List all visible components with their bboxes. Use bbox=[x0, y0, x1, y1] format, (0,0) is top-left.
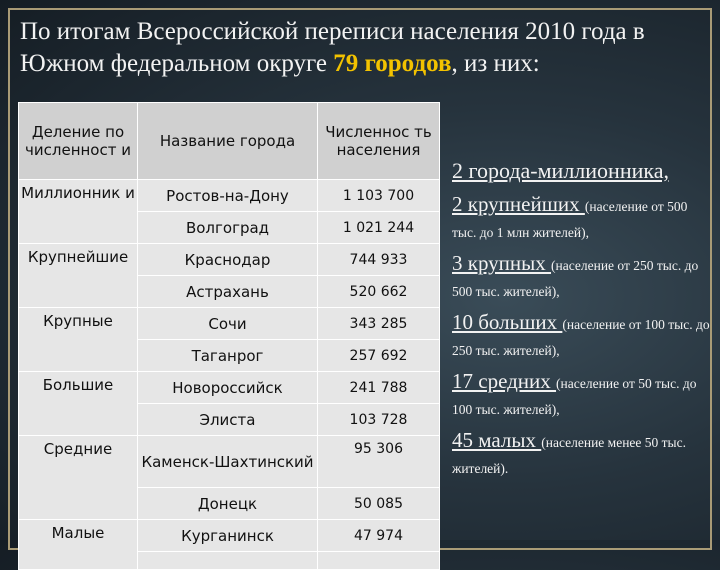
category-cell: Большие bbox=[18, 371, 138, 436]
city-cell: Каменск-Шахтинский bbox=[137, 435, 318, 488]
city-cell: Волгоград bbox=[137, 211, 318, 244]
summary-count: 2 города-миллионника, bbox=[452, 158, 669, 183]
table-row: Элиста 103 728 bbox=[19, 403, 440, 436]
header-population: Численнос ть населения bbox=[317, 102, 440, 180]
slide-title: По итогам Всероссийской переписи населен… bbox=[20, 16, 710, 80]
table-row: Волгоград 1 021 244 bbox=[19, 211, 440, 244]
summary-count: 45 малых bbox=[452, 428, 542, 452]
table-row: Миллионник и Ростов-на-Дону 1 103 700 bbox=[18, 179, 440, 244]
city-cell: Ростов-на-Дону bbox=[137, 179, 318, 212]
table-row: Крупные Сочи 343 285 bbox=[18, 307, 440, 372]
population-cell: 744 933 bbox=[317, 243, 440, 276]
city-cell: Таганрог bbox=[137, 339, 318, 372]
category-cell: Миллионник и bbox=[18, 179, 138, 244]
category-cell: Крупнейшие bbox=[18, 243, 138, 308]
table-row: Крупнейшие Краснодар 744 933 bbox=[18, 243, 440, 308]
summary-count: 2 крупнейших bbox=[452, 192, 585, 216]
table-row: Астрахань 520 662 bbox=[19, 275, 440, 308]
table-row: Таганрог 257 692 bbox=[19, 339, 440, 372]
summary-note: (население менее 50 тыс. жителей). bbox=[452, 435, 686, 476]
header-category: Деление по численност и bbox=[18, 102, 138, 180]
category-cell: Крупные bbox=[18, 307, 138, 372]
title-city-count: 79 городов bbox=[333, 50, 452, 77]
summary-item: 45 малых (население менее 50 тыс. жителе… bbox=[452, 427, 714, 482]
title-highlight: 79 городов bbox=[333, 50, 451, 77]
population-cell-cut bbox=[317, 551, 440, 570]
city-cell: Краснодар bbox=[137, 243, 318, 276]
summary-note: (население от 50 тыс. до 100 тыс. жителе… bbox=[452, 376, 697, 417]
city-cell: Донецк bbox=[137, 487, 318, 520]
city-cell-cut bbox=[137, 551, 318, 570]
summary-item: 3 крупных (население от 250 тыс. до 500 … bbox=[452, 250, 714, 305]
summary-item: 2 крупнейших (население от 500 тыс. до 1… bbox=[452, 191, 714, 246]
population-cell: 47 974 bbox=[317, 519, 440, 552]
population-cell: 1 021 244 bbox=[317, 211, 440, 244]
category-cell: Средние bbox=[18, 435, 138, 520]
summary-note: (население от 250 тыс. до 500 тыс. жител… bbox=[452, 258, 699, 299]
summary-count: 10 больших bbox=[452, 310, 563, 334]
summary-item: 2 города-миллионника, bbox=[452, 158, 714, 187]
summary-count: 3 крупных bbox=[452, 251, 552, 275]
population-cell: 103 728 bbox=[317, 403, 440, 436]
table-row: Малые Курганинск 47 974 bbox=[18, 519, 440, 570]
table-row: Большие Новороссийск 241 788 bbox=[18, 371, 440, 436]
summary-item: 10 больших (население от 100 тыс. до 250… bbox=[452, 309, 714, 364]
population-cell: 1 103 700 bbox=[317, 179, 440, 212]
city-cell: Астрахань bbox=[137, 275, 318, 308]
table-header-row: Деление по численност и Название города … bbox=[18, 102, 440, 180]
population-cell: 241 788 bbox=[317, 371, 440, 404]
city-cell: Сочи bbox=[137, 307, 318, 340]
population-cell: 50 085 bbox=[317, 487, 440, 520]
population-cell: 343 285 bbox=[317, 307, 440, 340]
population-cell: 95 306 bbox=[317, 435, 440, 488]
table-row: Донецк 50 085 bbox=[19, 487, 440, 520]
title-prefix: По итогам Всероссийской переписи населен… bbox=[20, 18, 645, 77]
population-cell: 520 662 bbox=[317, 275, 440, 308]
city-cell: Элиста bbox=[137, 403, 318, 436]
summary-note: (население от 500 тыс. до 1 млн жителей)… bbox=[452, 199, 688, 240]
city-cell: Курганинск bbox=[137, 519, 318, 552]
title-suffix: , из них: bbox=[451, 50, 540, 77]
summary-note: (население от 100 тыс. до 250 тыс. жител… bbox=[452, 317, 710, 358]
category-cell: Малые bbox=[18, 519, 138, 570]
city-cell: Новороссийск bbox=[137, 371, 318, 404]
summary-list: 2 города-миллионника, 2 крупнейших (насе… bbox=[452, 158, 714, 486]
table-row: Средние Каменск-Шахтинский 95 306 bbox=[18, 435, 440, 520]
population-cell: 257 692 bbox=[317, 339, 440, 372]
cities-table: Деление по численност и Название города … bbox=[18, 102, 440, 570]
summary-item: 17 средних (население от 50 тыс. до 100 … bbox=[452, 368, 714, 423]
summary-count: 17 средних bbox=[452, 369, 557, 393]
header-city: Название города bbox=[137, 102, 318, 180]
